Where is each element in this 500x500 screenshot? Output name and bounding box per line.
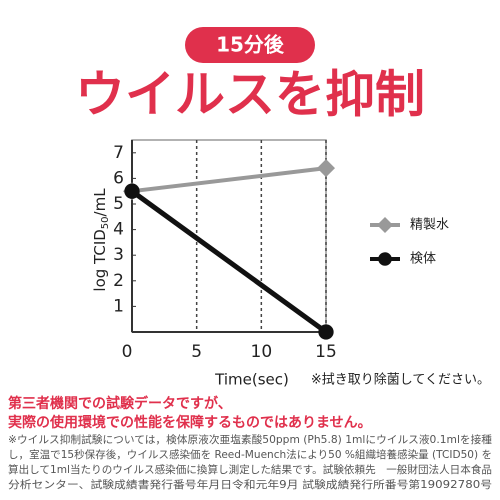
plot-frame bbox=[131, 139, 327, 333]
warning: 第三者機関での試験データですが、 bbox=[8, 395, 232, 412]
y-tick-label: 1 bbox=[113, 296, 124, 316]
badge-bg bbox=[185, 27, 315, 63]
y-tick-label: 2 bbox=[113, 271, 124, 291]
y-label-text: log TCID bbox=[91, 229, 109, 291]
legend-label: 検体 bbox=[410, 252, 436, 267]
y-tick-label: 3 bbox=[113, 245, 124, 265]
note: ※拭き取り除菌してください。 bbox=[311, 373, 490, 388]
y-label: log TCID50/mL bbox=[91, 188, 112, 292]
footnote: ※ウイルス抑制試験については，検体原液次亜塩素酸50ppm (Ph5.8) 1m… bbox=[8, 433, 493, 446]
x-label: Time(sec) bbox=[214, 371, 289, 389]
badge: 15分後 bbox=[216, 33, 285, 57]
x-tick-label: 10 bbox=[251, 342, 273, 362]
y-tick-label: 7 bbox=[113, 143, 124, 163]
legend-marker bbox=[378, 252, 392, 266]
series-line bbox=[130, 189, 328, 335]
footnote: し，室温で15秒保存後，ウイルス感染価を Reed-Muench法により50 %… bbox=[8, 448, 492, 461]
footnote: 分析センター、試験成績書発行番号年月日令和元年9月 試験成績発行所番号第1909… bbox=[8, 478, 492, 491]
marker bbox=[124, 183, 140, 199]
footnote: 算出して1ml当たりのウイルス感染価に換算し測定した結果です。試験依頼先 一般財… bbox=[8, 463, 492, 476]
marker bbox=[318, 324, 334, 340]
x-tick-label: 15 bbox=[315, 342, 337, 362]
warning: 実際の使用環境での性能を保障するものではありません。 bbox=[8, 414, 372, 431]
y-tick-label: 4 bbox=[113, 220, 124, 240]
marker bbox=[317, 159, 335, 178]
legend-label: 精製水 bbox=[410, 218, 449, 233]
x-tick-label: 0 bbox=[122, 342, 133, 362]
y-tick-label: 6 bbox=[113, 168, 124, 188]
title: ウイルスを抑制 bbox=[75, 66, 425, 124]
y-tick-label: 5 bbox=[113, 194, 124, 214]
y-label-sub: 50 bbox=[100, 216, 111, 229]
y-label-suffix: /mL bbox=[91, 188, 109, 217]
legend-marker bbox=[377, 217, 393, 233]
series-line bbox=[131, 166, 327, 194]
x-tick-label: 5 bbox=[191, 342, 202, 362]
